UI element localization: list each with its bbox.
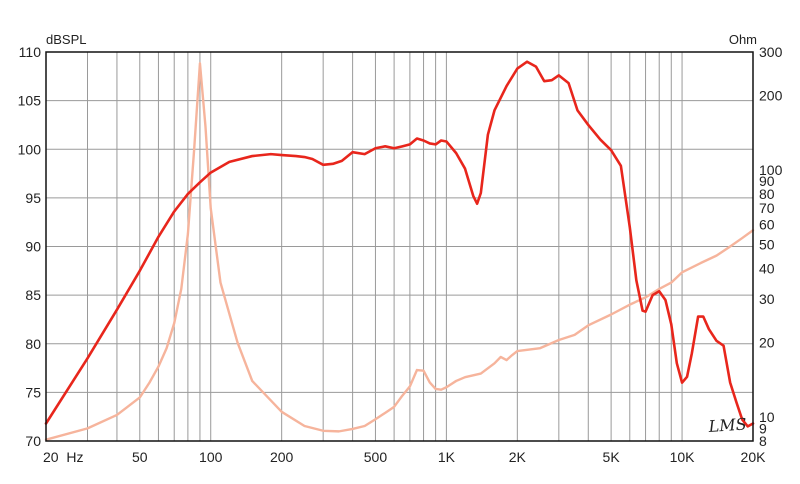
y-left-tick-label: 95 bbox=[25, 190, 41, 206]
y-left-tick-label: 100 bbox=[18, 141, 42, 157]
y-right-tick-label: 8 bbox=[759, 433, 767, 449]
y-right-tick-label: 200 bbox=[759, 88, 783, 104]
impedance-curve bbox=[44, 62, 755, 441]
lms-logo: LMS bbox=[707, 414, 747, 436]
y-left-tick-label: 90 bbox=[25, 239, 41, 255]
y-right-tick-label: 300 bbox=[759, 44, 783, 60]
y-left-tick-label: 105 bbox=[18, 93, 42, 109]
y-right-tick-label: 30 bbox=[759, 291, 775, 307]
y-right-tick-label: 90 bbox=[759, 173, 775, 189]
y-right-tick-label: 80 bbox=[759, 186, 775, 202]
x-tick-label: 2K bbox=[509, 449, 527, 465]
grid bbox=[46, 52, 753, 441]
y-left-tick-label: 85 bbox=[25, 287, 41, 303]
y-left-tick-label: 70 bbox=[25, 433, 41, 449]
x-tick-label: 200 bbox=[270, 449, 294, 465]
x-tick-label: 20 Hz bbox=[43, 449, 83, 465]
y-right-tick-label: 40 bbox=[759, 260, 775, 276]
y-left-tick-label: 110 bbox=[19, 44, 42, 60]
y-right-tick-label: 100 bbox=[759, 162, 783, 178]
x-tick-label: 100 bbox=[199, 449, 223, 465]
y-left-tick-label: 75 bbox=[25, 384, 41, 400]
y-axis-left-ticks: 70 75 80 85 90 95 100 105 110 bbox=[18, 44, 42, 449]
y-right-tick-label: 10 bbox=[759, 409, 775, 425]
x-tick-label: 500 bbox=[364, 449, 388, 465]
y-right-tick-label: 20 bbox=[759, 335, 775, 351]
y-right-tick-label: 60 bbox=[759, 217, 775, 233]
left-axis-unit: dBSPL bbox=[46, 32, 86, 47]
plot-frame bbox=[45, 51, 754, 442]
x-tick-label: 50 bbox=[132, 449, 148, 465]
x-tick-label: 5K bbox=[603, 449, 621, 465]
right-axis-unit: Ohm bbox=[729, 32, 757, 47]
x-tick-label: 10K bbox=[670, 449, 696, 465]
x-axis-ticks: 20 Hz 50 100 200 500 1K 2K 5K 10K 20K bbox=[43, 449, 766, 465]
y-right-tick-label: 9 bbox=[759, 420, 767, 436]
y-left-tick-label: 80 bbox=[25, 336, 41, 352]
series-layer bbox=[44, 60, 755, 441]
spl-curve bbox=[44, 60, 755, 428]
x-tick-label: 20K bbox=[741, 449, 767, 465]
y-right-tick-label: 70 bbox=[759, 200, 775, 216]
x-tick-label: 1K bbox=[438, 449, 456, 465]
y-right-tick-label: 50 bbox=[759, 236, 775, 252]
